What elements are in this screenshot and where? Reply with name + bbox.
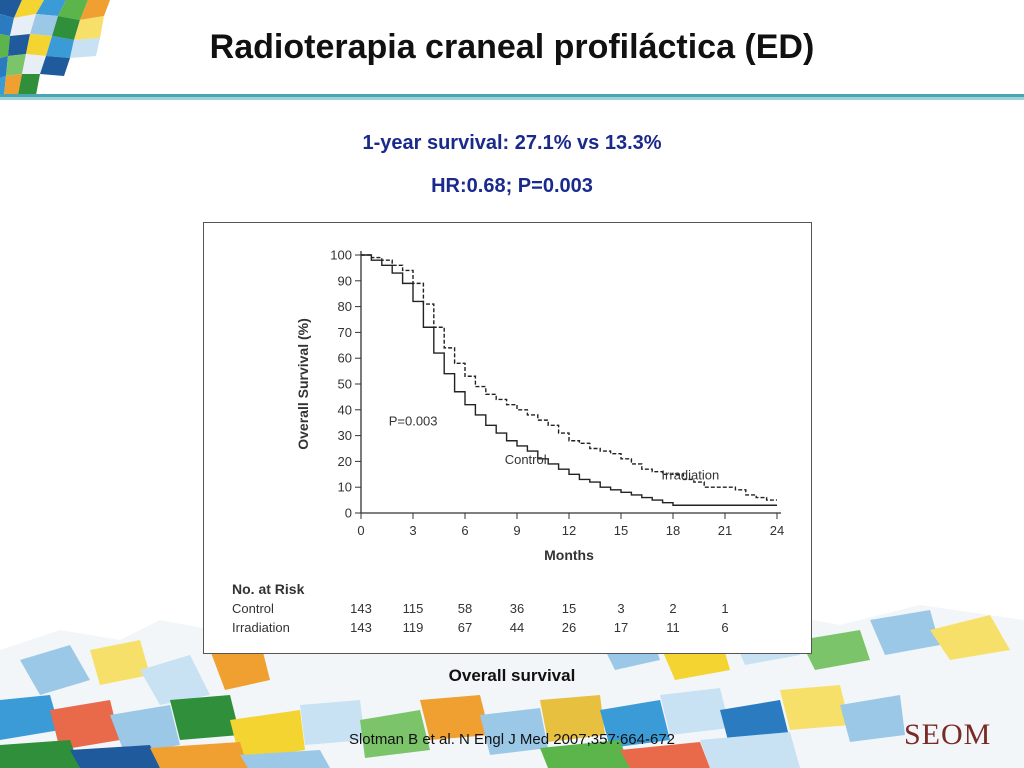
risk-count: 15 [562,601,576,616]
risk-count: 26 [562,620,576,635]
chart-caption: Overall survival [448,666,576,685]
x-tick-label: 6 [461,523,468,538]
mosaic-logo [0,0,118,95]
x-tick-label: 3 [409,523,416,538]
risk-count: 119 [403,620,424,635]
series-line-irradiation [361,254,777,501]
risk-count: 143 [350,601,372,616]
y-tick-label: 40 [338,402,352,417]
citation: Slotman B et al. N Engl J Med 2007;357:6… [348,731,676,748]
hazard-ratio: HR:0.68; P=0.003 [431,175,593,197]
risk-count: 58 [458,601,472,616]
risk-table-heading: No. at Risk [232,581,305,597]
risk-count: 115 [403,601,424,616]
y-tick-label: 80 [338,299,352,314]
risk-count: 36 [510,601,524,616]
y-axis-label: Overall Survival (%) [295,318,311,450]
y-tick-label: 70 [338,325,352,340]
x-tick-label: 9 [513,523,520,538]
y-tick-label: 90 [338,273,352,288]
x-tick-label: 18 [666,523,680,538]
y-tick-label: 0 [345,506,352,521]
risk-row-label: Irradiation [232,620,290,635]
risk-count: 2 [669,601,676,616]
series-label-irradiation: Irradiation [661,467,719,482]
y-tick-label: 20 [338,454,352,469]
x-tick-label: 15 [614,523,628,538]
risk-count: 44 [510,620,524,635]
x-tick-label: 24 [770,523,784,538]
slide-title: Radioterapia craneal profiláctica (ED) [209,28,815,66]
risk-row-label: Control [232,601,274,616]
y-tick-label: 10 [338,480,352,495]
risk-count: 17 [614,620,628,635]
seom-logo: SEOM [904,718,992,751]
y-tick-label: 30 [338,428,352,443]
risk-count: 3 [617,601,624,616]
series-label-control: Control [505,452,547,467]
x-tick-label: 12 [562,523,576,538]
y-tick-label: 100 [330,248,352,263]
series-line-control [361,254,777,506]
survival-summary: 1-year survival: 27.1% vs 13.3% [362,132,662,154]
risk-count: 67 [458,620,472,635]
risk-count: 1 [721,601,728,616]
x-tick-label: 0 [357,523,364,538]
survival-chart: 0 10 20 30 40 50 60 70 80 90 100 0 3 6 9 12 15 18 21 24 Mont… [203,222,812,654]
x-axis-label: Months [544,547,594,563]
y-tick-label: 50 [338,377,352,392]
y-tick-label: 60 [338,351,352,366]
risk-count: 6 [721,620,728,635]
p-value-annotation: P=0.003 [389,413,438,428]
title-rule [0,94,1024,100]
risk-count: 143 [350,620,372,635]
x-tick-label: 21 [718,523,732,538]
risk-count: 11 [666,620,680,635]
